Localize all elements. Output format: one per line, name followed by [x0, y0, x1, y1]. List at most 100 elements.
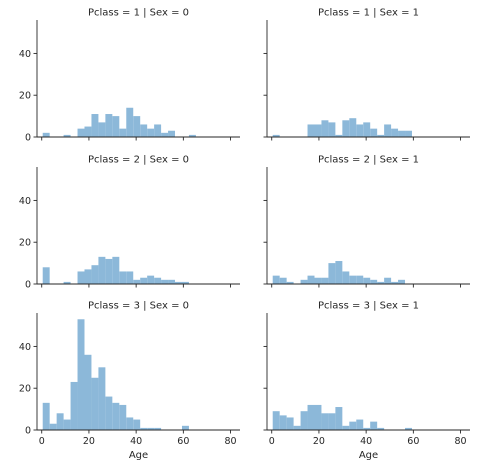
x-tick-label: 40: [130, 436, 142, 447]
histogram-bar: [147, 427, 155, 430]
histogram-bar: [119, 128, 127, 137]
y-tick-label: 0: [25, 426, 31, 437]
histogram-bar: [119, 404, 127, 430]
histogram-bar: [77, 319, 85, 430]
histogram-bars: [272, 118, 412, 138]
histogram-bar: [56, 413, 64, 430]
histogram-bar: [112, 256, 120, 284]
facet-panel: Pclass = 1 | Sex = 0 0 20 40: [19, 8, 240, 144]
histogram-bar: [126, 417, 134, 430]
histogram-bar: [168, 130, 176, 137]
histogram-bar: [321, 277, 329, 284]
y-tick-label: 40: [19, 49, 31, 60]
x-axis-label: Age: [129, 450, 148, 461]
histogram-bar: [307, 275, 315, 284]
y-tick-label: 20: [19, 384, 31, 395]
histogram-bar: [370, 421, 378, 430]
histogram-bar: [335, 134, 343, 137]
histogram-bar: [398, 279, 406, 284]
histogram-bar: [105, 258, 113, 284]
histogram-bar: [349, 118, 357, 137]
histogram-bar: [342, 120, 350, 137]
y-tick-label: 20: [19, 91, 31, 102]
histogram-bar: [84, 269, 92, 285]
histogram-bar: [279, 415, 287, 431]
histogram-bar: [279, 277, 287, 284]
x-tick-label: 20: [83, 436, 95, 447]
histogram-bar: [342, 271, 350, 284]
histogram-bar: [377, 427, 385, 430]
histogram-bar: [140, 427, 148, 430]
x-tick-label: 20: [313, 436, 325, 447]
x-tick-label: 0: [269, 436, 275, 447]
x-tick-label: 80: [225, 436, 237, 447]
histogram-bar: [77, 271, 85, 284]
histogram-bar: [161, 132, 169, 137]
histogram-bar: [328, 263, 336, 284]
y-tick-label: 0: [25, 133, 31, 144]
histogram-bar: [49, 423, 57, 430]
histogram-bar: [321, 413, 329, 430]
x-tick-label: 60: [407, 436, 419, 447]
histogram-bar: [272, 411, 280, 430]
histogram-bar: [140, 124, 148, 137]
facet-title: Pclass = 3 | Sex = 1: [318, 301, 419, 312]
histogram-bar: [181, 281, 189, 284]
x-tick-label: 40: [360, 436, 372, 447]
histogram-bar: [63, 419, 71, 430]
histogram-bar: [91, 265, 99, 284]
facet-panel: Pclass = 2 | Sex = 1: [263, 155, 470, 288]
facet-panel: Pclass = 3 | Sex = 0 0 20 40 60 80 0 20 40 Age: [19, 301, 240, 461]
histogram-bar: [188, 134, 196, 137]
histogram-bar: [147, 275, 155, 284]
facet-title: Pclass = 2 | Sex = 1: [318, 155, 419, 166]
histogram-bar: [42, 267, 50, 284]
histogram-bar: [181, 425, 189, 430]
histogram-bar: [391, 128, 399, 137]
histogram-bar: [133, 279, 141, 284]
histogram-bar: [335, 261, 343, 284]
histogram-bar: [328, 122, 336, 138]
histogram-bar: [307, 404, 315, 430]
facet-panel: Pclass = 3 | Sex = 1 0 20 40 60 80 Age: [263, 301, 470, 461]
histogram-bar: [405, 427, 412, 430]
y-tick-label: 0: [25, 280, 31, 291]
histogram-bar: [286, 281, 294, 284]
histogram-bar: [349, 275, 357, 284]
histogram-bar: [175, 281, 182, 284]
y-tick-label: 40: [19, 196, 31, 207]
histogram-bar: [321, 120, 329, 137]
histogram-bar: [349, 421, 357, 430]
histogram-bar: [370, 279, 378, 284]
histogram-bar: [77, 128, 85, 137]
histogram-bar: [272, 134, 280, 137]
facet-panel: Pclass = 1 | Sex = 1: [263, 8, 470, 141]
histogram-bar: [98, 122, 106, 138]
histogram-bar: [328, 413, 336, 430]
histogram-bar: [272, 275, 280, 284]
histogram-bar: [356, 124, 364, 137]
histogram-bar: [98, 256, 106, 284]
histogram-bar: [398, 130, 406, 137]
histogram-bars: [42, 256, 189, 285]
y-tick-label: 40: [19, 342, 31, 353]
facet-title: Pclass = 1 | Sex = 1: [318, 8, 419, 19]
histogram-bar: [356, 275, 364, 284]
histogram-bar: [91, 377, 99, 430]
histogram-bar: [133, 116, 141, 137]
facet-title: Pclass = 1 | Sex = 0: [88, 8, 189, 19]
histogram-bar: [84, 354, 92, 430]
histogram-bar: [70, 381, 78, 430]
histogram-bar: [314, 124, 322, 137]
histogram-bar: [126, 271, 134, 284]
histogram-bar: [98, 367, 106, 430]
histogram-bar: [112, 116, 120, 137]
x-tick-label: 80: [455, 436, 467, 447]
histogram-bar: [335, 407, 343, 430]
histogram-bar: [363, 277, 371, 284]
y-tick-label: 20: [19, 238, 31, 249]
histogram-bar: [154, 277, 162, 284]
x-tick-label: 60: [177, 436, 189, 447]
histogram-bars: [42, 319, 189, 430]
